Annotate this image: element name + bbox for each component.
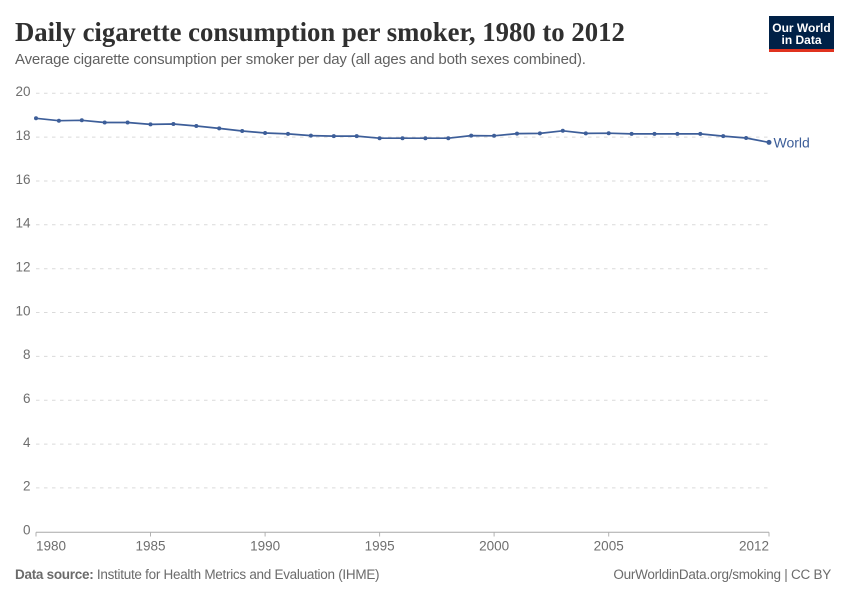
svg-text:12: 12 <box>15 260 30 275</box>
svg-text:14: 14 <box>15 216 31 231</box>
svg-text:1980: 1980 <box>36 539 66 554</box>
svg-text:1990: 1990 <box>250 539 280 554</box>
svg-text:6: 6 <box>23 391 31 406</box>
svg-text:0: 0 <box>23 523 31 538</box>
svg-text:2: 2 <box>23 479 31 494</box>
svg-text:10: 10 <box>15 303 30 318</box>
svg-text:1995: 1995 <box>365 539 395 554</box>
svg-text:18: 18 <box>15 128 30 143</box>
svg-text:16: 16 <box>15 172 30 187</box>
svg-text:1985: 1985 <box>135 539 165 554</box>
svg-text:2012: 2012 <box>739 539 769 554</box>
svg-text:2000: 2000 <box>479 539 509 554</box>
svg-text:4: 4 <box>23 435 31 450</box>
svg-text:8: 8 <box>23 347 31 362</box>
svg-text:20: 20 <box>15 84 30 99</box>
svg-text:2005: 2005 <box>594 539 624 554</box>
svg-text:World: World <box>774 135 810 151</box>
